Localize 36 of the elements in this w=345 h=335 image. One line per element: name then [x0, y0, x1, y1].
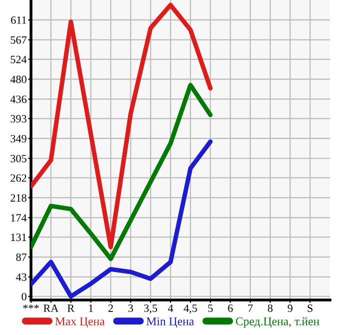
y-tick-label: 480 — [10, 76, 26, 84]
y-tick-label: 305 — [10, 154, 26, 162]
x-tick-label: 6 — [228, 304, 233, 312]
x-tick-label: *** — [23, 304, 39, 309]
y-tick-label: 218 — [10, 194, 26, 202]
x-tick-label: 5 — [208, 304, 213, 312]
x-tick-label: 9 — [288, 304, 292, 312]
x-tick-label: 8 — [268, 304, 273, 312]
y-tick-label: 0 — [22, 292, 26, 300]
y-tick-label: 393 — [10, 115, 26, 123]
y-tick-label: 43 — [16, 273, 26, 281]
y-tick-label: 174 — [11, 214, 27, 222]
line-series — [31, 2, 213, 250]
y-tick-label: 87 — [16, 253, 27, 261]
legend-label: Min Цена — [146, 317, 194, 328]
y-tick-label: 611 — [11, 16, 26, 24]
x-tick-label: 7 — [248, 304, 253, 312]
x-tick-label: 3,5 — [144, 304, 158, 314]
y-tick-label: 524 — [10, 56, 27, 64]
y-tick-label: 131 — [11, 234, 26, 242]
x-tick-label: 2 — [108, 304, 113, 312]
y-tick-label: 262 — [10, 174, 26, 182]
x-tick-label: 3 — [128, 304, 134, 312]
x-tick-label: RA — [44, 304, 59, 312]
x-tick-label: S — [308, 304, 312, 312]
legend-label: Max Цена — [55, 317, 105, 328]
y-tick-label: 349 — [10, 134, 26, 142]
x-tick-label: R — [67, 304, 75, 312]
x-tick-label: 4 — [168, 304, 174, 312]
line-series — [31, 139, 213, 299]
y-tick-label: 567 — [10, 36, 27, 44]
legend-label: Сред.Цена, т.йен — [236, 317, 320, 328]
x-tick-label: 4,5 — [184, 304, 197, 314]
line-series — [31, 82, 213, 262]
x-tick-label: 1 — [89, 304, 93, 312]
y-tick-label: 436 — [10, 96, 26, 104]
